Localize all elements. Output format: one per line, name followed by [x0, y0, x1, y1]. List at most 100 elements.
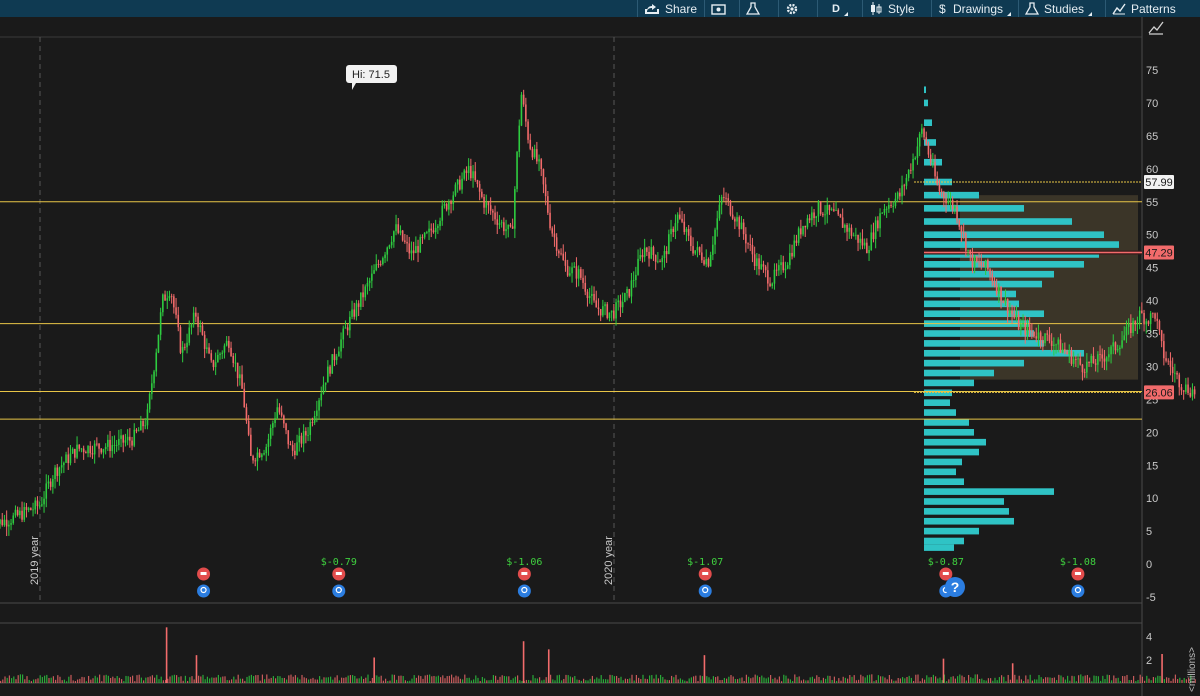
volume-bar — [998, 677, 1000, 683]
candle-body — [67, 454, 70, 464]
share-icon — [645, 3, 659, 14]
candle-body — [30, 508, 32, 511]
volume-bar — [1135, 681, 1137, 683]
volume-spike — [547, 649, 550, 683]
profile-bar — [924, 419, 969, 426]
help-button[interactable]: ? — [945, 577, 965, 597]
candle-body — [628, 289, 631, 297]
volume-bar — [840, 680, 842, 683]
profile-bar — [924, 340, 1044, 347]
candle-body — [1180, 387, 1183, 391]
volume-bar — [1075, 681, 1077, 683]
candle-body — [910, 169, 912, 171]
volume-bar — [444, 678, 446, 683]
candle-body — [1022, 322, 1024, 325]
volume-bar — [1056, 680, 1058, 683]
style-button[interactable]: Style — [862, 0, 931, 17]
candle-body — [509, 224, 512, 227]
volume-bar — [354, 675, 356, 683]
candle-body — [452, 195, 455, 204]
candle-body — [305, 431, 307, 436]
volume-bar — [169, 676, 171, 683]
volume-bar — [1038, 674, 1040, 683]
candle-body — [19, 510, 21, 516]
volume-bar — [1091, 681, 1093, 683]
chart-expand-icon[interactable] — [1146, 20, 1164, 35]
interval-button[interactable]: D — [817, 0, 862, 17]
patterns-button[interactable]: Patterns — [1105, 0, 1200, 17]
candle-body — [423, 232, 426, 238]
candle-body — [859, 238, 862, 243]
volume-bar — [671, 675, 673, 683]
volume-bar — [574, 676, 576, 683]
candle-body — [1136, 322, 1139, 325]
candle-body — [109, 439, 111, 452]
candle-body — [780, 262, 782, 266]
candle-body — [560, 253, 562, 255]
volume-bar — [723, 677, 725, 683]
toolbar: Share D Style $ Drawings Studies Pattern… — [637, 0, 1200, 17]
candle-body — [437, 226, 439, 228]
candle-body — [102, 449, 105, 453]
candle-body — [243, 388, 246, 408]
candle-body — [522, 94, 525, 105]
settings-button[interactable] — [778, 0, 817, 17]
drawings-button[interactable]: $ Drawings — [931, 0, 1018, 17]
candle-body — [588, 295, 591, 299]
candle-body — [571, 267, 573, 274]
high-label: Hi: 71.5 — [352, 69, 390, 81]
volume-bar — [847, 678, 849, 683]
volume-bar — [367, 674, 369, 683]
candle-body — [925, 137, 928, 145]
profile-bar — [924, 468, 956, 476]
profile-bar — [924, 359, 1024, 367]
volume-bar — [193, 679, 195, 683]
candle-body — [1119, 347, 1121, 350]
flask-button[interactable] — [739, 0, 778, 17]
volume-bar — [1100, 680, 1102, 683]
candle-body — [1149, 313, 1152, 325]
profile-bar — [924, 517, 1014, 525]
share-button[interactable]: Share — [637, 0, 704, 17]
candle-body — [450, 201, 452, 204]
candle-body — [683, 221, 686, 232]
volume-bar — [420, 676, 422, 683]
volume-unit-label: <millions> — [1187, 647, 1198, 692]
volume-bar — [484, 678, 486, 683]
candle-body — [432, 230, 435, 233]
volume-bar — [1122, 675, 1124, 683]
volume-bar — [435, 676, 437, 683]
volume-bar — [248, 675, 250, 683]
candle-body — [1145, 321, 1148, 325]
studies-button[interactable]: Studies — [1018, 0, 1105, 17]
volume-bar — [52, 676, 54, 683]
candle-body — [679, 214, 681, 219]
volume-bar — [94, 675, 96, 683]
candle-body — [10, 523, 12, 525]
candle-body — [349, 316, 351, 331]
candle-body — [122, 435, 125, 443]
volume-bar — [145, 677, 147, 683]
candle-body — [597, 307, 600, 309]
snapshot-button[interactable] — [704, 0, 739, 17]
volume-bar — [453, 677, 455, 683]
profile-bar — [924, 448, 979, 456]
candle-body — [903, 185, 906, 187]
volume-bar — [668, 680, 670, 683]
volume-bar — [521, 681, 523, 683]
candle-body — [958, 220, 961, 227]
candle-body — [1121, 340, 1123, 348]
y-tick-label: 20 — [1146, 427, 1158, 439]
candle-body — [951, 200, 954, 209]
volume-bar — [842, 676, 844, 683]
candle-body — [621, 301, 624, 308]
candle-body — [96, 443, 98, 445]
candle-body — [1094, 363, 1097, 365]
candle-body — [164, 294, 166, 301]
volume-bar — [132, 675, 134, 683]
chart-canvas[interactable]: 2019 year 2020 year Hi: 71.5 75706560555… — [0, 17, 1200, 696]
candle-body — [883, 208, 886, 213]
candle-body — [188, 327, 191, 343]
profile-bar — [924, 537, 964, 545]
